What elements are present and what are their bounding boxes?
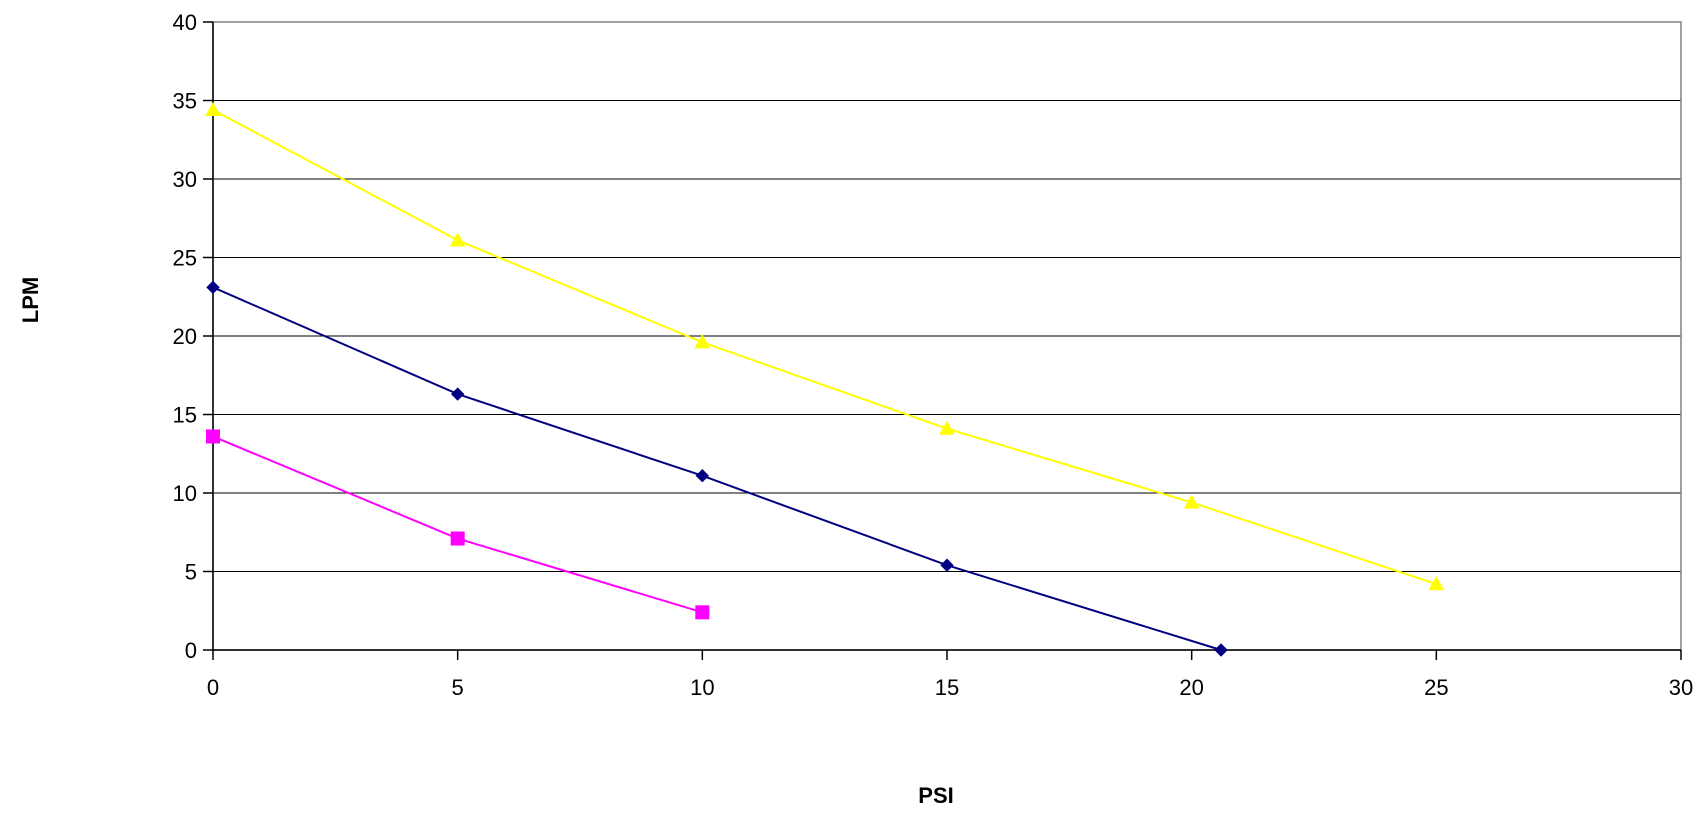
data-point [1214, 643, 1228, 657]
data-point [450, 387, 465, 401]
x-tick-label: 10 [690, 675, 714, 700]
series-2 [206, 429, 710, 620]
data-point [694, 334, 711, 349]
y-tick-label: 35 [173, 89, 197, 114]
x-tick-label: 5 [452, 675, 464, 700]
y-tick-label: 5 [185, 560, 197, 585]
series-1 [206, 280, 1228, 657]
data-point [939, 420, 955, 435]
series-line [212, 109, 1437, 586]
x-axis-ticks: 0 5 10 15 20 25 30 [207, 650, 1693, 700]
data-point [205, 101, 221, 117]
y-tick-label: 30 [173, 167, 197, 192]
x-tick-label: 25 [1424, 675, 1448, 700]
x-tick-label: 0 [207, 675, 219, 700]
y-tick-label: 15 [173, 403, 197, 428]
x-tick-label: 30 [1669, 675, 1693, 700]
x-axis-title: PSI [918, 783, 953, 808]
data-point [940, 558, 954, 572]
data-point [206, 280, 220, 295]
data-point [695, 469, 710, 483]
y-tick-label: 20 [173, 324, 197, 349]
y-axis-title: LPM [18, 277, 43, 323]
data-point [206, 429, 220, 444]
data-point [1183, 494, 1200, 509]
data-point [450, 531, 465, 546]
y-tick-label: 40 [173, 10, 197, 35]
x-tick-label: 20 [1179, 675, 1203, 700]
y-tick-label: 0 [185, 638, 197, 663]
grid-lines [213, 100, 1681, 572]
data-point [449, 232, 466, 247]
y-tick-label: 10 [173, 481, 197, 506]
data-point [695, 605, 710, 620]
series-line [212, 286, 1222, 651]
series-line [212, 435, 703, 614]
y-axis-ticks: 0 5 10 15 20 25 30 35 40 [173, 10, 213, 663]
data-point [1428, 576, 1445, 591]
series-layer [205, 101, 1445, 657]
series-3 [205, 101, 1445, 591]
y-tick-label: 25 [173, 246, 197, 271]
x-tick-label: 15 [935, 675, 959, 700]
